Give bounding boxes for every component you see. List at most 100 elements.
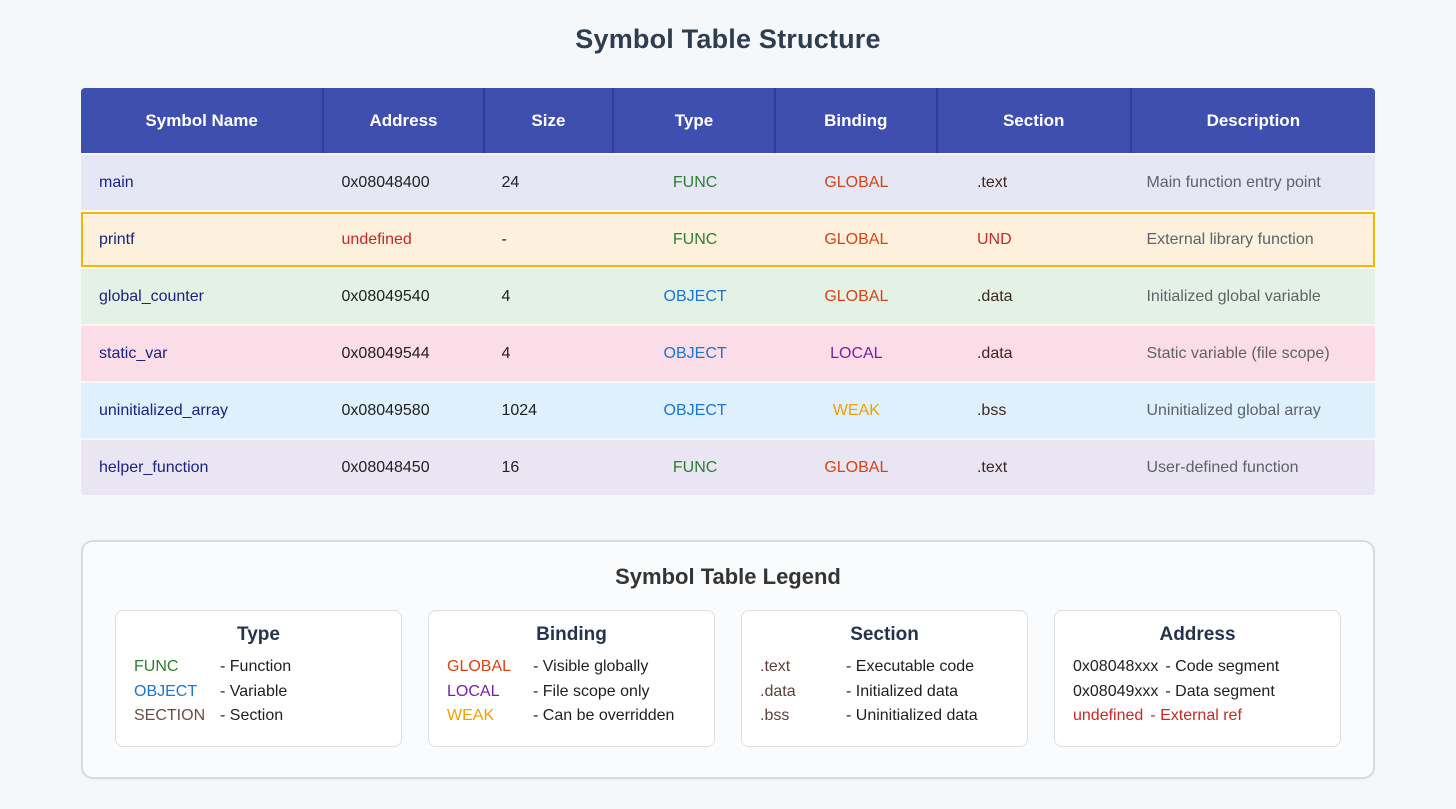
- address-cell: 0x08049544: [341, 344, 430, 362]
- table-row: global_counter 0x08049540 4 OBJECT GLOBA…: [81, 269, 1375, 324]
- legend-term: GLOBAL: [447, 658, 512, 675]
- legend-item: .bss - Uninitialized data: [760, 704, 1009, 729]
- legend-term: .bss: [760, 707, 790, 724]
- binding-cell: GLOBAL: [824, 173, 889, 191]
- table-row: main 0x08048400 24 FUNC GLOBAL .text Mai…: [81, 155, 1375, 210]
- type-cell: FUNC: [672, 458, 718, 476]
- legend-card-title: Section: [850, 624, 919, 645]
- description-cell: Static variable (file scope): [1146, 344, 1330, 362]
- legend-desc: - Uninitialized data: [846, 707, 978, 724]
- address-cell: undefined: [341, 230, 412, 248]
- address-cell: 0x08049580: [341, 401, 430, 419]
- legend-desc: - External ref: [1150, 707, 1242, 724]
- legend-term: OBJECT: [134, 682, 198, 700]
- type-cell: FUNC: [672, 230, 718, 248]
- size-cell: 4: [501, 287, 511, 305]
- legend-desc: - File scope only: [533, 682, 650, 700]
- legend-desc: - Variable: [220, 682, 288, 700]
- legend-item: LOCAL - File scope only: [447, 680, 696, 705]
- legend-desc: - Initialized data: [846, 682, 959, 700]
- legend-item: FUNC - Function: [134, 655, 383, 680]
- description-cell: Main function entry point: [1146, 173, 1321, 191]
- legend-term: WEAK: [447, 707, 495, 724]
- binding-cell: GLOBAL: [824, 230, 889, 248]
- description-cell: External library function: [1146, 230, 1314, 248]
- table-row: static_var 0x08049544 4 OBJECT LOCAL .da…: [81, 326, 1375, 381]
- description-cell: Initialized global variable: [1146, 287, 1321, 305]
- address-cell: 0x08049540: [341, 287, 430, 305]
- column-header-symbol-name: Symbol Name: [81, 88, 325, 153]
- legend-desc: - Section: [220, 707, 284, 724]
- legend-card-address: Address 0x08048xxx - Code segment 0x0804…: [1054, 610, 1341, 747]
- section-cell: UND: [976, 230, 1012, 248]
- legend-item: undefined - External ref: [1073, 704, 1322, 729]
- column-header-address: Address: [324, 88, 485, 153]
- size-cell: 1024: [501, 401, 538, 419]
- legend-cards: Type FUNC - Function OBJECT - Variable S…: [115, 610, 1341, 747]
- page-title: Symbol Table Structure: [575, 24, 881, 54]
- table-row: helper_function 0x08048450 16 FUNC GLOBA…: [81, 440, 1375, 495]
- symbol-name-cell: helper_function: [99, 458, 209, 476]
- legend-desc: - Function: [220, 658, 292, 675]
- legend-desc: - Visible globally: [533, 658, 649, 675]
- legend-card-section: Section .text - Executable code .data - …: [741, 610, 1028, 747]
- legend-item: OBJECT - Variable: [134, 680, 383, 705]
- binding-cell: GLOBAL: [824, 458, 889, 476]
- type-cell: FUNC: [672, 173, 718, 191]
- size-cell: -: [501, 230, 507, 248]
- legend-term: SECTION: [134, 707, 206, 724]
- address-cell: 0x08048400: [341, 173, 430, 191]
- symbol-name-cell: main: [99, 173, 134, 191]
- symbol-name-cell: printf: [99, 230, 135, 248]
- section-cell: .text: [976, 458, 1008, 476]
- legend-desc: - Data segment: [1165, 682, 1275, 700]
- legend-item: .data - Initialized data: [760, 680, 1009, 705]
- legend-item: WEAK - Can be overridden: [447, 704, 696, 729]
- legend-panel: Symbol Table Legend Type FUNC - Function…: [81, 540, 1375, 779]
- binding-cell: GLOBAL: [824, 287, 889, 305]
- binding-cell: WEAK: [832, 401, 880, 419]
- symbol-name-cell: static_var: [99, 344, 168, 362]
- legend-item: SECTION - Section: [134, 704, 383, 729]
- section-cell: .data: [976, 344, 1013, 362]
- description-cell: User-defined function: [1146, 458, 1299, 476]
- column-header-type: Type: [614, 88, 776, 153]
- type-cell: OBJECT: [663, 344, 727, 362]
- legend-title: Symbol Table Legend: [615, 564, 841, 589]
- size-cell: 4: [501, 344, 511, 362]
- type-cell: OBJECT: [663, 287, 727, 305]
- address-cell: 0x08048450: [341, 458, 430, 476]
- legend-item: 0x08049xxx - Data segment: [1073, 680, 1322, 705]
- legend-desc: - Can be overridden: [533, 707, 675, 724]
- legend-term: LOCAL: [447, 682, 500, 700]
- table-row: uninitialized_array 0x08049580 1024 OBJE…: [81, 383, 1375, 438]
- legend-term: .data: [760, 682, 796, 700]
- legend-desc: - Executable code: [846, 658, 975, 675]
- type-cell: OBJECT: [663, 401, 727, 419]
- legend-card-type: Type FUNC - Function OBJECT - Variable S…: [115, 610, 402, 747]
- legend-term: 0x08049xxx: [1073, 682, 1159, 700]
- description-cell: Uninitialized global array: [1146, 401, 1321, 419]
- column-header-description: Description: [1206, 110, 1301, 130]
- section-cell: .data: [976, 287, 1013, 305]
- legend-term: FUNC: [134, 658, 179, 675]
- column-header-size: Size: [485, 88, 615, 153]
- legend-card-binding: Binding GLOBAL - Visible globally LOCAL …: [428, 610, 715, 747]
- section-cell: .text: [976, 173, 1008, 191]
- section-cell: .bss: [976, 401, 1007, 419]
- table-row-highlighted: printf undefined - FUNC GLOBAL UND Exter…: [81, 212, 1375, 267]
- symbol-table: Symbol Name Address Size Type Binding Se…: [81, 88, 1375, 495]
- legend-card-title: Address: [1159, 624, 1236, 645]
- column-header-binding: Binding: [776, 88, 938, 153]
- symbol-name-cell: global_counter: [99, 287, 204, 305]
- legend-item: 0x08048xxx - Code segment: [1073, 655, 1322, 680]
- table-header-row: Symbol Name Address Size Type Binding Se…: [81, 88, 1375, 153]
- legend-card-title: Binding: [536, 624, 607, 645]
- legend-term: .text: [760, 658, 791, 675]
- legend-item: .text - Executable code: [760, 655, 1009, 680]
- legend-item: GLOBAL - Visible globally: [447, 655, 696, 680]
- legend-term: 0x08048xxx: [1073, 658, 1159, 675]
- legend-desc: - Code segment: [1165, 658, 1280, 675]
- binding-cell: LOCAL: [830, 344, 883, 362]
- symbol-name-cell: uninitialized_array: [99, 401, 228, 419]
